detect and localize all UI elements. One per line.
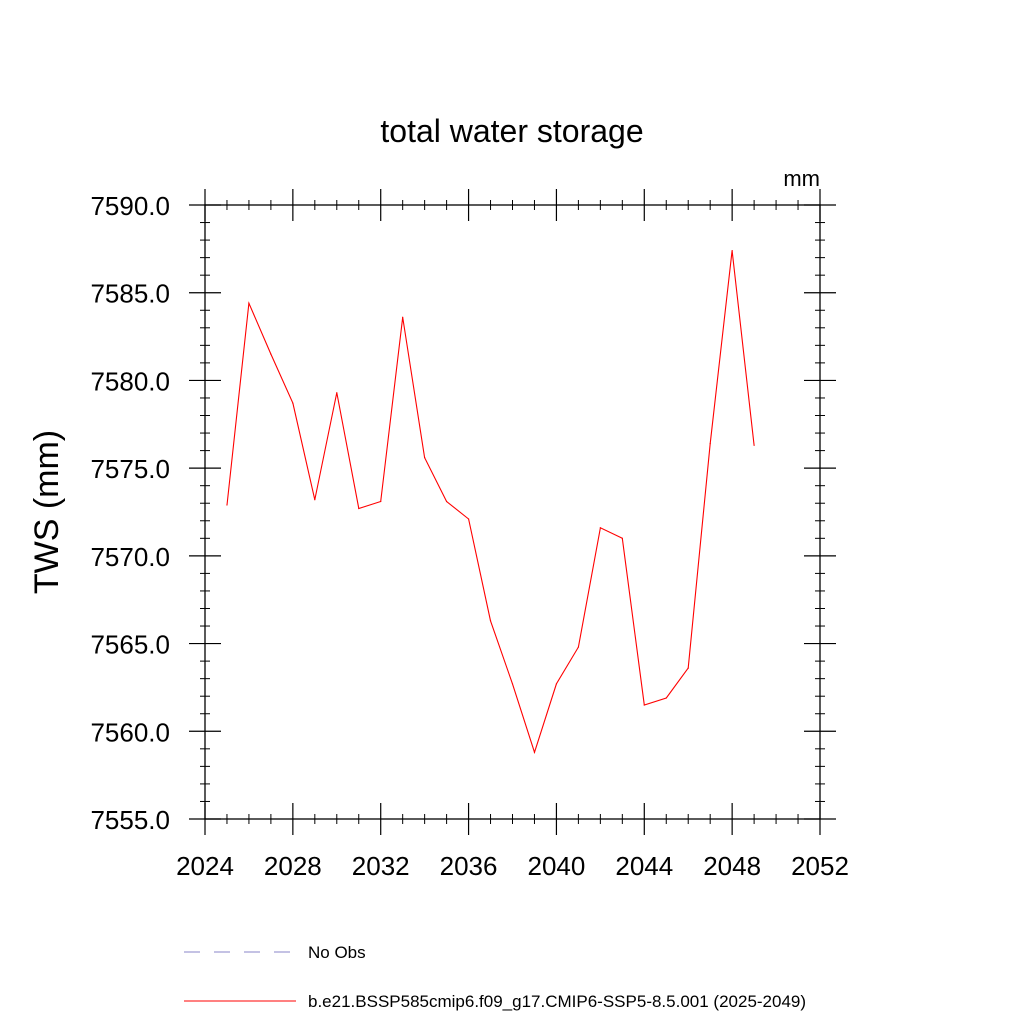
data-point bbox=[577, 646, 579, 648]
data-point bbox=[687, 667, 689, 669]
y-tick-label: 7580.0 bbox=[90, 366, 170, 396]
data-point bbox=[511, 683, 514, 685]
y-tick-label: 7570.0 bbox=[90, 542, 170, 572]
data-point bbox=[753, 444, 755, 446]
x-tick-label: 2036 bbox=[440, 851, 498, 881]
data-point bbox=[270, 353, 272, 355]
y-tick-label: 7565.0 bbox=[90, 630, 170, 660]
data-point bbox=[402, 316, 404, 318]
data-point bbox=[358, 507, 360, 510]
data-point bbox=[446, 500, 448, 503]
y-tick-label: 7575.0 bbox=[90, 454, 170, 484]
x-tick-label: 2024 bbox=[176, 851, 234, 881]
data-point bbox=[380, 500, 382, 503]
data-point bbox=[731, 250, 733, 252]
series-layer bbox=[226, 250, 755, 755]
data-point bbox=[533, 751, 536, 753]
data-point bbox=[226, 504, 228, 506]
x-tick-label: 2052 bbox=[791, 851, 849, 881]
plot-frame bbox=[204, 204, 821, 820]
y-tick-label: 7560.0 bbox=[90, 717, 170, 747]
major-ticks bbox=[189, 189, 836, 835]
x-tick-label: 2044 bbox=[615, 851, 673, 881]
data-point bbox=[467, 518, 470, 520]
data-point bbox=[489, 620, 492, 622]
data-point bbox=[643, 704, 645, 706]
y-axis-label: TWS (mm) bbox=[28, 430, 66, 594]
data-point bbox=[599, 527, 601, 529]
legend-label: b.e21.BSSP585cmip6.f09_g17.CMIP6-SSP5-8.… bbox=[308, 992, 806, 1011]
minor-ticks bbox=[200, 200, 825, 824]
x-tick-label: 2048 bbox=[703, 851, 761, 881]
x-tick-label: 2040 bbox=[528, 851, 586, 881]
y-tick-label: 7555.0 bbox=[90, 805, 170, 835]
y-tick-label: 7590.0 bbox=[90, 191, 170, 221]
data-point bbox=[621, 537, 623, 539]
chart-title: total water storage bbox=[380, 113, 643, 149]
data-point bbox=[292, 402, 294, 404]
x-tick-label: 2032 bbox=[352, 851, 410, 881]
series-line bbox=[226, 250, 755, 755]
legend-label: No Obs bbox=[308, 943, 366, 962]
data-point bbox=[248, 302, 250, 304]
data-point bbox=[336, 392, 338, 394]
data-point bbox=[709, 442, 711, 445]
data-point bbox=[424, 457, 426, 459]
x-tick-label: 2028 bbox=[264, 851, 322, 881]
x-tick-labels: 2024 2028 2032 2036 2040 2044 2048 2052 bbox=[176, 851, 849, 881]
y-tick-label: 7585.0 bbox=[90, 279, 170, 309]
data-point bbox=[665, 697, 667, 699]
y-tick-labels: 7555.0 7560.0 7565.0 7570.0 7575.0 7580.0 7585… bbox=[90, 191, 170, 835]
data-point bbox=[314, 499, 316, 501]
legend: No Obs b.e21.BSSP585cmip6.f09_g17.CMIP6-S… bbox=[184, 943, 806, 1011]
units-label: mm bbox=[783, 166, 820, 191]
data-point bbox=[555, 683, 558, 685]
